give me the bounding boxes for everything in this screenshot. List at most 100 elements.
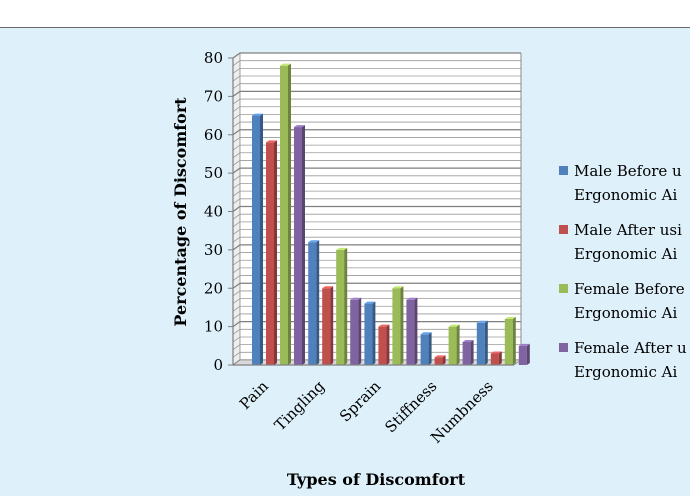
bar-top <box>434 355 446 358</box>
minor-gridline <box>232 236 521 243</box>
minor-gridline <box>232 83 521 90</box>
minor-gridline <box>232 298 521 304</box>
x-axis-title: Types of Discomfort <box>287 470 466 489</box>
legend-item: Female After u Ergonomic Ai <box>559 339 687 381</box>
y-axis-title: Percentage of Discomfort <box>171 97 190 327</box>
bar-side <box>442 355 446 365</box>
bar-front <box>420 334 429 365</box>
bar <box>322 286 334 365</box>
minor-gridline <box>232 198 521 205</box>
bar <box>406 297 418 365</box>
grid-layer <box>231 52 523 366</box>
legend-label: Ergonomic Ai <box>574 363 677 381</box>
minor-gridline <box>232 267 521 274</box>
bar <box>350 297 362 365</box>
legend: Male Before u Ergonomic Ai Male After usi E… <box>559 162 687 381</box>
minor-gridline <box>232 152 521 159</box>
minor-gridline <box>232 313 521 320</box>
bar-top <box>504 316 516 319</box>
minor-gridline <box>232 252 521 258</box>
legend-label: Ergonomic Ai <box>574 245 677 263</box>
bar-front <box>336 249 345 365</box>
bar-top <box>350 297 362 300</box>
top-divider <box>0 27 690 28</box>
legend-label: Ergonomic Ai <box>574 186 677 204</box>
bars-layer <box>252 63 530 366</box>
bar <box>462 339 474 365</box>
bar-front <box>350 299 359 365</box>
bar-top <box>266 140 277 143</box>
legend-swatch <box>559 225 568 234</box>
legend-label: Male Before u <box>574 162 682 180</box>
y-tick-label: 80 <box>204 49 223 67</box>
bar-front <box>364 303 373 365</box>
legend-item: Male Before u Ergonomic Ai <box>559 162 682 204</box>
x-tick-label: Tingling <box>271 377 329 435</box>
y-tick-label: 40 <box>204 203 223 221</box>
bar-side <box>386 324 390 365</box>
bar-top <box>336 247 348 250</box>
y-tick-label: 20 <box>204 279 223 297</box>
bar-front <box>266 142 274 365</box>
bar-top <box>294 125 305 128</box>
bar <box>308 240 320 365</box>
minor-gridline <box>232 67 521 74</box>
bar-side <box>372 301 376 365</box>
bar-front <box>504 318 513 365</box>
bar-side <box>526 343 530 365</box>
minor-gridline <box>232 221 521 228</box>
minor-gridline <box>232 183 521 189</box>
legend-item: Male After usi Ergonomic Ai <box>559 221 682 263</box>
bar-top <box>252 113 263 116</box>
bar-front <box>406 299 415 365</box>
bar-front <box>294 127 302 365</box>
bar-side <box>344 247 348 365</box>
bar <box>266 140 277 365</box>
bar-side <box>274 140 277 365</box>
major-gridline <box>232 90 521 97</box>
legend-swatch <box>559 343 568 352</box>
minor-gridline <box>232 190 521 197</box>
y-tick-label: 50 <box>204 164 223 182</box>
bar-top <box>392 286 404 289</box>
bar <box>294 125 305 365</box>
legend-label: Male After usi <box>574 221 682 239</box>
minor-gridline <box>232 229 521 235</box>
legend-label: Ergonomic Ai <box>574 304 677 322</box>
bar-front <box>490 353 499 365</box>
legend-item: Female Before Ergonomic Ai <box>559 280 685 322</box>
bar-side <box>358 297 362 365</box>
major-gridline <box>232 321 521 328</box>
bar-top <box>364 301 376 304</box>
bar-top <box>280 63 291 66</box>
x-tick-label: Stiffness <box>381 377 440 436</box>
legend-label: Female After u <box>574 339 687 357</box>
bar <box>490 351 502 365</box>
minor-gridline <box>232 275 521 281</box>
minor-gridline <box>232 328 521 335</box>
major-gridline <box>232 244 521 251</box>
major-gridline <box>232 167 521 174</box>
bar-side <box>470 339 474 365</box>
bar-side <box>400 286 404 365</box>
bar-front <box>322 288 331 365</box>
bar-side <box>288 63 291 366</box>
bar-side <box>260 113 263 365</box>
bar-top <box>490 351 502 354</box>
y-tick-label: 0 <box>213 356 223 374</box>
bar-top <box>420 332 432 335</box>
bar-side <box>428 332 432 365</box>
x-tick-label: Pain <box>236 377 272 413</box>
y-tick-label: 10 <box>204 318 223 336</box>
minor-gridline <box>232 60 521 67</box>
x-tick-label: Sprain <box>336 377 385 426</box>
minor-gridline <box>232 305 521 312</box>
bar-side <box>330 286 334 365</box>
bar-front <box>462 341 471 365</box>
y-tick-label: 30 <box>204 241 223 259</box>
bar <box>420 332 432 365</box>
bar <box>448 324 460 365</box>
bar <box>504 316 516 365</box>
bar <box>336 247 348 365</box>
